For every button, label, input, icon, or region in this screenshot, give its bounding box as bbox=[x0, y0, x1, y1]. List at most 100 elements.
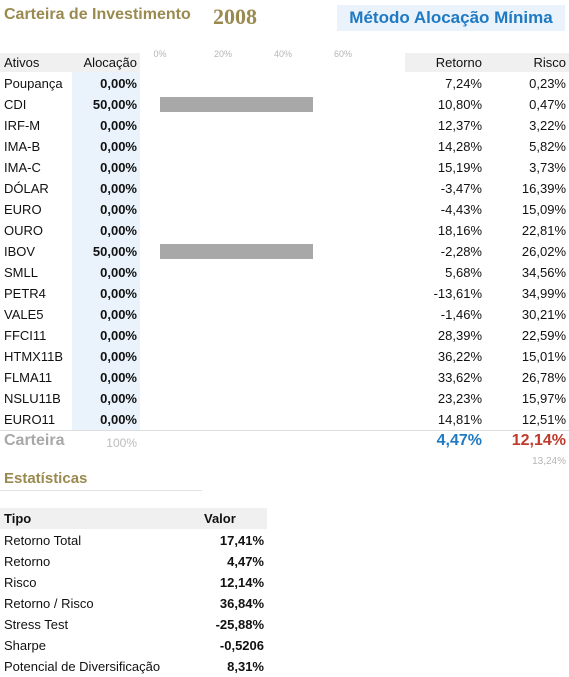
asset-risco: 26,02% bbox=[521, 244, 566, 259]
table-row: OURO 0,00% 18,16% 22,81% bbox=[0, 220, 569, 241]
asset-retorno: 12,37% bbox=[437, 118, 482, 133]
stats-row: Stress Test -25,88% bbox=[0, 614, 270, 635]
carteira-retorno: 4,47% bbox=[436, 432, 482, 449]
asset-retorno: 33,62% bbox=[437, 370, 482, 385]
asset-retorno: -1,46% bbox=[440, 307, 482, 322]
header-risco: Risco bbox=[485, 53, 569, 72]
bar-axis-tick: 0% bbox=[153, 49, 167, 59]
asset-alocacao: 0,00% bbox=[100, 307, 137, 322]
asset-alocacao: 0,00% bbox=[100, 181, 137, 196]
stats-row: Sharpe -0,5206 bbox=[0, 635, 270, 656]
asset-alocacao: 0,00% bbox=[100, 328, 137, 343]
table-row: IBOV 50,00% -2,28% 26,02% bbox=[0, 241, 569, 262]
asset-risco: 34,99% bbox=[521, 286, 566, 301]
asset-risco: 26,78% bbox=[521, 370, 566, 385]
carteira-risco: 12,14% bbox=[511, 432, 566, 449]
table-row: PETR4 0,00% -13,61% 34,99% bbox=[0, 283, 569, 304]
header-alocacao: Alocação bbox=[72, 53, 140, 72]
bar-axis-tick: 60% bbox=[333, 49, 352, 59]
stats-tipo: Sharpe bbox=[4, 638, 46, 653]
stats-valor: 17,41% bbox=[219, 533, 264, 548]
allocation-column-band bbox=[72, 72, 140, 430]
asset-alocacao: 50,00% bbox=[92, 244, 137, 259]
page-title: Carteira de Investimento bbox=[4, 6, 191, 23]
asset-name: IMA-C bbox=[4, 160, 41, 175]
header-retorno: Retorno bbox=[405, 53, 485, 72]
asset-retorno: 14,81% bbox=[437, 412, 482, 427]
asset-alocacao: 0,00% bbox=[100, 349, 137, 364]
stats-row: Retorno Total 17,41% bbox=[0, 530, 270, 551]
asset-risco: 15,09% bbox=[521, 202, 566, 217]
asset-alocacao: 0,00% bbox=[100, 286, 137, 301]
asset-alocacao: 0,00% bbox=[100, 391, 137, 406]
asset-name: NSLU11B bbox=[4, 391, 61, 406]
asset-retorno: 7,24% bbox=[445, 76, 482, 91]
asset-alocacao: 0,00% bbox=[100, 139, 137, 154]
asset-retorno: 10,80% bbox=[437, 97, 482, 112]
table-row: IMA-B 0,00% 14,28% 5,82% bbox=[0, 136, 569, 157]
asset-risco: 22,59% bbox=[521, 328, 566, 343]
table-row: Poupança 0,00% 7,24% 0,23% bbox=[0, 73, 569, 94]
asset-alocacao: 50,00% bbox=[92, 97, 137, 112]
asset-retorno: 28,39% bbox=[437, 328, 482, 343]
table-row: CDI 50,00% 10,80% 0,47% bbox=[0, 94, 569, 115]
stats-row: Risco 12,14% bbox=[0, 572, 270, 593]
allocation-bar bbox=[160, 244, 313, 259]
asset-name: Poupança bbox=[4, 76, 63, 91]
carteira-alocacao: 100% bbox=[106, 436, 137, 450]
asset-name: DÓLAR bbox=[4, 181, 49, 196]
table-row: DÓLAR 0,00% -3,47% 16,39% bbox=[0, 178, 569, 199]
allocation-bar bbox=[160, 97, 313, 112]
asset-retorno: -13,61% bbox=[433, 286, 482, 301]
asset-risco: 30,21% bbox=[521, 307, 566, 322]
table-row: EURO11 0,00% 14,81% 12,51% bbox=[0, 409, 569, 430]
table-row: IMA-C 0,00% 15,19% 3,73% bbox=[0, 157, 569, 178]
stats-valor: 8,31% bbox=[227, 659, 264, 674]
asset-name: IMA-B bbox=[4, 139, 41, 154]
asset-risco: 16,39% bbox=[521, 181, 566, 196]
asset-name: CDI bbox=[4, 97, 27, 112]
header-ativos: Ativos bbox=[0, 53, 72, 72]
stats-row: Retorno / Risco 36,84% bbox=[0, 593, 270, 614]
table-row: EURO 0,00% -4,43% 15,09% bbox=[0, 199, 569, 220]
asset-name: FLMA11 bbox=[4, 370, 53, 385]
asset-risco: 15,01% bbox=[521, 349, 566, 364]
asset-retorno: 23,23% bbox=[437, 391, 482, 406]
bar-axis-tick: 40% bbox=[273, 49, 292, 59]
asset-retorno: 15,19% bbox=[437, 160, 482, 175]
asset-risco: 3,22% bbox=[529, 118, 566, 133]
asset-retorno: 5,68% bbox=[445, 265, 482, 280]
stats-row: Retorno 4,47% bbox=[0, 551, 270, 572]
asset-name: OURO bbox=[4, 223, 43, 238]
stats-header-valor: Valor bbox=[190, 508, 267, 529]
asset-name: IRF-M bbox=[4, 118, 41, 133]
asset-retorno: -4,43% bbox=[440, 202, 482, 217]
stats-header-tipo: Tipo bbox=[0, 508, 190, 529]
asset-retorno: 14,28% bbox=[437, 139, 482, 154]
stats-underline bbox=[0, 490, 202, 491]
bar-axis-tick: 20% bbox=[213, 49, 232, 59]
asset-alocacao: 0,00% bbox=[100, 265, 137, 280]
asset-risco: 0,47% bbox=[529, 97, 566, 112]
stats-valor: 12,14% bbox=[219, 575, 264, 590]
asset-risco: 3,73% bbox=[529, 160, 566, 175]
asset-alocacao: 0,00% bbox=[100, 223, 137, 238]
asset-name: EURO11 bbox=[4, 412, 56, 427]
stats-tipo: Risco bbox=[4, 575, 37, 590]
asset-name: FFCI11 bbox=[4, 328, 47, 343]
asset-alocacao: 0,00% bbox=[100, 202, 137, 217]
asset-name: IBOV bbox=[4, 244, 36, 259]
asset-name: HTMX11B bbox=[4, 349, 63, 364]
divider bbox=[0, 430, 569, 431]
asset-alocacao: 0,00% bbox=[100, 118, 137, 133]
table-row: VALE5 0,00% -1,46% 30,21% bbox=[0, 304, 569, 325]
stats-tipo: Potencial de Diversificação bbox=[4, 659, 161, 674]
table-row: SMLL 0,00% 5,68% 34,56% bbox=[0, 262, 569, 283]
asset-name: EURO bbox=[4, 202, 42, 217]
asset-alocacao: 0,00% bbox=[100, 412, 137, 427]
stats-tipo: Retorno / Risco bbox=[4, 596, 94, 611]
stats-valor: -0,5206 bbox=[219, 638, 264, 653]
stats-valor: 4,47% bbox=[227, 554, 264, 569]
stats-valor: -25,88% bbox=[215, 617, 264, 632]
asset-risco: 12,51% bbox=[521, 412, 566, 427]
